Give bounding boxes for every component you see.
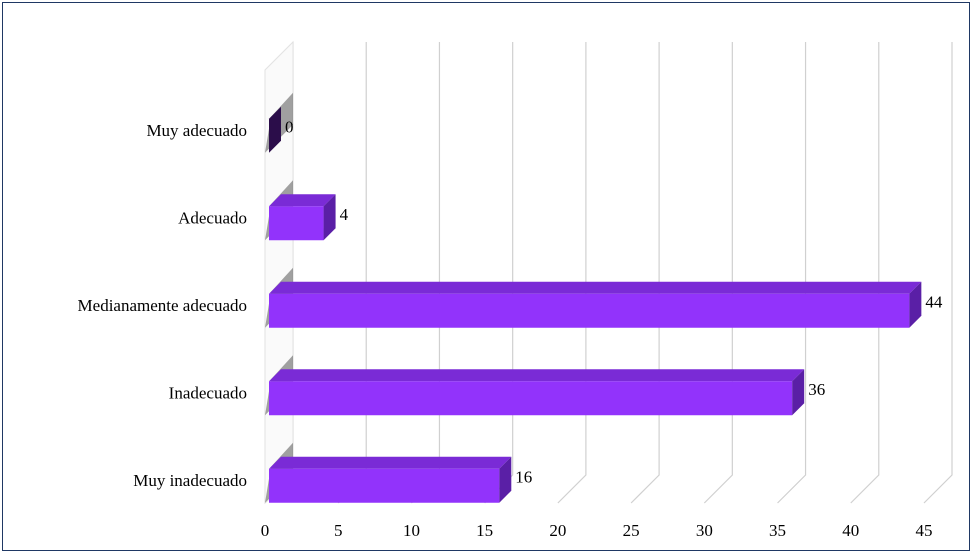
bars-layer <box>269 106 922 503</box>
bar <box>269 381 793 416</box>
data-label: 16 <box>515 468 532 487</box>
data-label: 0 <box>285 118 294 137</box>
category-label: Medianamente adecuado <box>78 296 247 315</box>
bar <box>269 293 910 328</box>
bar-top <box>269 281 922 294</box>
gridline <box>337 42 367 504</box>
gridline <box>923 42 953 504</box>
x-tick-label: 25 <box>623 521 640 540</box>
bar-top <box>269 194 336 207</box>
x-tick-label: 45 <box>916 521 933 540</box>
grid-layer <box>264 42 953 504</box>
x-tick-label: 30 <box>696 521 713 540</box>
gridline <box>703 42 733 504</box>
bar-side <box>909 281 922 328</box>
x-tick-label: 20 <box>549 521 566 540</box>
data-label: 4 <box>340 205 349 224</box>
gridline <box>777 42 807 504</box>
category-label: Adecuado <box>178 208 247 227</box>
category-label: Muy inadecuado <box>133 471 247 490</box>
x-tick-label: 15 <box>476 521 493 540</box>
labels-layer: 0 5 10 15 20 25 30 35 40 45 0 Muy adecuado 4 Adecuado… <box>78 118 943 540</box>
gridline <box>630 42 660 504</box>
x-tick-label: 5 <box>334 521 343 540</box>
x-tick-label: 35 <box>769 521 786 540</box>
gridline <box>557 42 587 504</box>
x-tick-label: 0 <box>261 521 270 540</box>
data-label: 36 <box>808 380 825 399</box>
gridline <box>850 42 880 504</box>
bar-top <box>269 369 805 382</box>
bar-side <box>499 456 512 503</box>
gridline <box>411 42 441 504</box>
bar <box>269 206 324 241</box>
bar-top <box>269 456 512 469</box>
category-label: Muy adecuado <box>146 121 247 140</box>
category-label: Inadecuado <box>169 383 247 402</box>
x-tick-label: 40 <box>842 521 859 540</box>
data-label: 44 <box>925 293 943 312</box>
bar <box>269 468 500 503</box>
gridline <box>484 42 514 504</box>
bar-side <box>323 194 336 241</box>
bar <box>269 106 281 153</box>
x-tick-label: 10 <box>403 521 420 540</box>
bar-side <box>792 369 805 416</box>
